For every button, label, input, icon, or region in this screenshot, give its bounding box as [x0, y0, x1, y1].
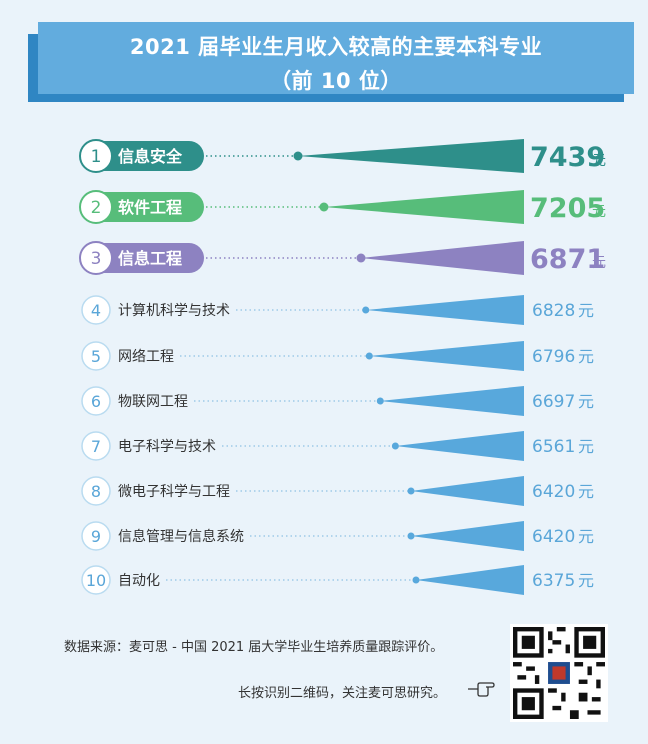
unit-label: 元: [578, 392, 594, 411]
chart-subtitle: （前 10 位）: [270, 69, 402, 93]
rank-badge: [81, 476, 111, 506]
category-label: 电子科学与技术: [118, 439, 216, 455]
rank-badge: [81, 431, 111, 461]
value-wedge: [395, 431, 524, 461]
rank-number: 4: [91, 301, 101, 320]
rank-number: 7: [91, 437, 101, 456]
qr-code-icon[interactable]: [510, 624, 608, 722]
rank-number: 2: [91, 198, 102, 218]
data-source-note: 数据来源：麦可思 - 中国 2021 届大学毕业生培养质量跟踪评价。: [64, 640, 444, 655]
rank-badge: [81, 521, 111, 551]
value-wedge: [416, 565, 524, 595]
category-label: 信息工程: [118, 249, 182, 268]
category-label: 物联网工程: [118, 394, 188, 410]
rank-number: 1: [91, 147, 102, 167]
value-wedge: [411, 521, 524, 551]
pointing-hand-icon: [468, 682, 495, 697]
rank-number: 5: [91, 347, 101, 366]
value-label: 7205: [530, 193, 605, 224]
category-label: 自动化: [118, 573, 160, 589]
unit-label: 元: [592, 204, 606, 220]
rank-badge: [79, 241, 113, 275]
category-label: 信息管理与信息系统: [118, 528, 244, 545]
chart-title: 2021 届毕业生月收入较高的主要本科专业: [129, 35, 543, 59]
value-wedge: [323, 190, 524, 224]
rank-number: 9: [91, 527, 101, 546]
unit-label: 元: [578, 301, 594, 320]
unit-label: 元: [592, 153, 606, 169]
category-label: 计算机科学与技术: [118, 303, 230, 319]
rank-badge: [81, 341, 111, 371]
qr-call-to-action: 长按识别二维码，关注麦可思研究。: [238, 686, 447, 701]
unit-label: 元: [578, 347, 594, 366]
value-label: 7439: [530, 142, 605, 173]
rank-badge: [81, 386, 111, 416]
value-wedge: [380, 386, 524, 416]
category-label: 网络工程: [118, 349, 174, 365]
title-banner: 2021 届毕业生月收入较高的主要本科专业 （前 10 位）: [38, 22, 634, 94]
rank-badge: [81, 565, 111, 595]
rank-number: 6: [91, 392, 101, 411]
value-wedge: [369, 341, 524, 371]
category-label: 微电子科学与工程: [118, 484, 230, 500]
rank-badge: [81, 295, 111, 325]
value-label: 6420: [532, 527, 575, 547]
unit-label: 元: [578, 437, 594, 456]
rank-number: 3: [91, 249, 102, 269]
unit-label: 元: [578, 527, 594, 546]
value-wedge: [365, 295, 524, 325]
value-wedge: [411, 476, 524, 506]
category-label: 软件工程: [118, 198, 182, 217]
category-label: 信息安全: [118, 147, 183, 166]
value-label: 6420: [532, 482, 575, 502]
value-label: 6796: [532, 347, 575, 367]
rank-badge: [79, 190, 113, 224]
unit-label: 元: [578, 571, 594, 590]
rank-number: 8: [91, 482, 101, 501]
value-label: 6561: [532, 437, 575, 457]
value-label: 6375: [532, 571, 575, 591]
unit-label: 元: [592, 255, 606, 271]
value-wedge: [360, 241, 524, 275]
value-label: 6697: [532, 392, 575, 412]
value-label: 6828: [532, 301, 575, 321]
rank-number: 10: [86, 571, 106, 590]
unit-label: 元: [578, 482, 594, 501]
value-wedge: [298, 139, 524, 173]
rank-badge: [79, 139, 113, 173]
value-label: 6871: [530, 244, 605, 275]
